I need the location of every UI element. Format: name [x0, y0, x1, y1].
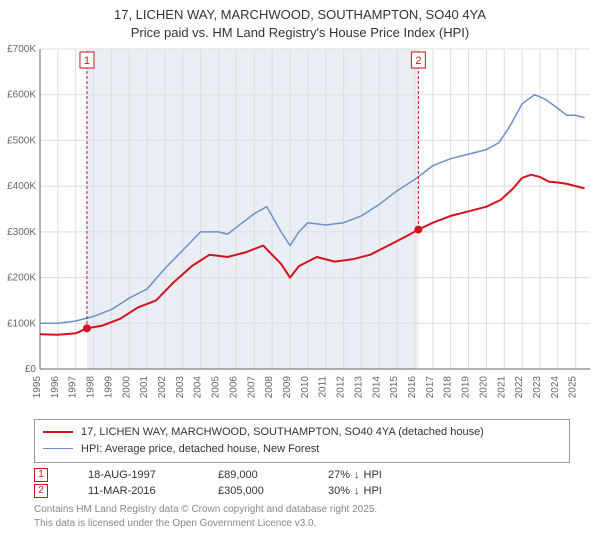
sale-marker-date-1: 18-AUG-1997 [88, 469, 178, 481]
svg-text:£600K: £600K [7, 90, 36, 101]
svg-text:2010: 2010 [300, 376, 311, 399]
legend-row-hpi: HPI: Average price, detached house, New … [43, 441, 561, 458]
svg-text:2020: 2020 [478, 376, 489, 399]
svg-text:1996: 1996 [50, 376, 61, 399]
svg-text:2017: 2017 [425, 376, 436, 399]
svg-text:2002: 2002 [157, 376, 168, 399]
legend: 17, LICHEN WAY, MARCHWOOD, SOUTHAMPTON, … [34, 419, 570, 463]
sale-marker-badge-2: 2 [34, 484, 48, 498]
legend-row-price-paid: 17, LICHEN WAY, MARCHWOOD, SOUTHAMPTON, … [43, 424, 561, 441]
svg-text:1995: 1995 [32, 376, 43, 399]
svg-text:£400K: £400K [7, 181, 36, 192]
sale-marker-diff-2: 30% ↓ HPI [328, 485, 382, 497]
svg-text:1: 1 [84, 55, 90, 67]
svg-text:1997: 1997 [68, 376, 79, 399]
svg-text:1998: 1998 [86, 376, 97, 399]
svg-text:2001: 2001 [139, 376, 150, 399]
sale-marker-date-2: 11-MAR-2016 [88, 485, 178, 497]
sale-marker-row-1: 1 18-AUG-1997 £89,000 27% ↓ HPI [34, 467, 570, 483]
title-line-2: Price paid vs. HM Land Registry's House … [0, 24, 600, 42]
sale-marker-badge-1: 1 [34, 468, 48, 482]
svg-text:£300K: £300K [7, 227, 36, 238]
svg-text:2011: 2011 [318, 376, 329, 398]
price-chart: £0 £100K £200K £300K £400K £500K £600K £700K 199… [0, 43, 600, 413]
svg-text:2012: 2012 [336, 376, 347, 399]
svg-text:£200K: £200K [7, 273, 36, 284]
svg-text:2025: 2025 [568, 376, 579, 399]
legend-swatch-price-paid [43, 431, 73, 433]
svg-text:£700K: £700K [7, 44, 36, 55]
svg-text:2023: 2023 [532, 376, 543, 399]
title-line-1: 17, LICHEN WAY, MARCHWOOD, SOUTHAMPTON, … [0, 6, 600, 24]
svg-text:2: 2 [415, 55, 421, 67]
svg-text:2003: 2003 [175, 376, 186, 399]
svg-text:2014: 2014 [371, 376, 382, 399]
svg-text:2013: 2013 [353, 376, 364, 399]
data-credit: Contains HM Land Registry data © Crown c… [34, 503, 570, 530]
sale-marker-table: 1 18-AUG-1997 £89,000 27% ↓ HPI 2 11-MAR… [34, 467, 570, 499]
svg-text:2015: 2015 [389, 376, 400, 399]
svg-text:2007: 2007 [246, 376, 257, 399]
svg-text:2022: 2022 [514, 376, 525, 399]
svg-text:2018: 2018 [443, 376, 454, 399]
svg-text:2006: 2006 [228, 376, 239, 399]
sale-marker-diff-1: 27% ↓ HPI [328, 469, 382, 481]
svg-text:£100K: £100K [7, 318, 36, 329]
svg-text:£0: £0 [25, 364, 37, 375]
svg-text:2009: 2009 [282, 376, 293, 399]
svg-text:2008: 2008 [264, 376, 275, 399]
sale-marker-row-2: 2 11-MAR-2016 £305,000 30% ↓ HPI [34, 483, 570, 499]
svg-text:£500K: £500K [7, 136, 36, 147]
sale-marker-price-2: £305,000 [218, 485, 288, 497]
legend-label-hpi: HPI: Average price, detached house, New … [81, 441, 319, 458]
credit-line-2: This data is licensed under the Open Gov… [34, 517, 570, 531]
legend-label-price-paid: 17, LICHEN WAY, MARCHWOOD, SOUTHAMPTON, … [81, 424, 484, 441]
legend-swatch-hpi [43, 448, 73, 449]
chart-svg: £0 £100K £200K £300K £400K £500K £600K £700K 199… [0, 43, 600, 413]
svg-text:2019: 2019 [461, 376, 472, 399]
svg-text:2016: 2016 [407, 376, 418, 399]
sale-marker-price-1: £89,000 [218, 469, 288, 481]
svg-text:2004: 2004 [193, 376, 204, 399]
svg-text:2000: 2000 [121, 376, 132, 399]
svg-text:2024: 2024 [550, 376, 561, 399]
svg-text:1999: 1999 [103, 376, 114, 399]
svg-text:2021: 2021 [496, 376, 507, 399]
svg-text:2005: 2005 [211, 376, 222, 399]
credit-line-1: Contains HM Land Registry data © Crown c… [34, 503, 570, 517]
